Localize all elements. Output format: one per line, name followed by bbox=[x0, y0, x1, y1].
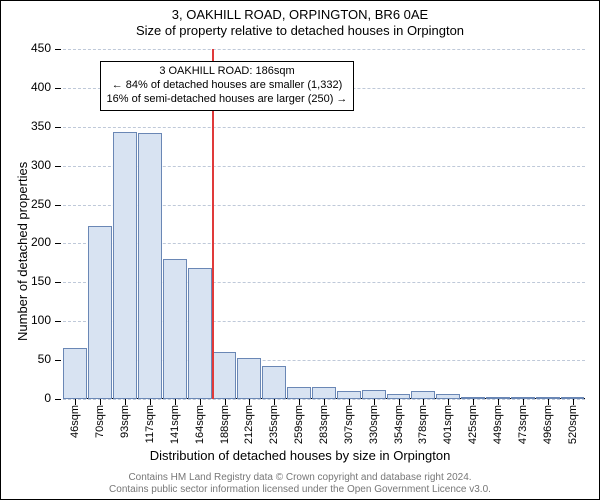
x-tick-label: 259sqm bbox=[293, 405, 305, 453]
x-tick-label: 378sqm bbox=[417, 405, 429, 453]
annotation-line: 3 OAKHILL ROAD: 186sqm bbox=[107, 65, 348, 79]
gridline bbox=[63, 49, 585, 50]
histogram-bar bbox=[262, 366, 286, 399]
x-tick-label: 70sqm bbox=[94, 405, 106, 453]
x-tick-label: 496sqm bbox=[542, 405, 554, 453]
annotation-line: ← 84% of detached houses are smaller (1,… bbox=[107, 79, 348, 93]
y-tick bbox=[55, 399, 61, 400]
x-tick-label: 141sqm bbox=[169, 405, 181, 453]
footer-copyright-2: Contains public sector information licen… bbox=[1, 484, 599, 495]
x-tick-label: 425sqm bbox=[467, 405, 479, 453]
y-tick-label: 350 bbox=[1, 119, 51, 133]
histogram-bar bbox=[337, 391, 361, 399]
histogram-bar bbox=[188, 268, 212, 399]
y-tick bbox=[55, 205, 61, 206]
y-tick bbox=[55, 243, 61, 244]
x-tick-label: 449sqm bbox=[492, 405, 504, 453]
y-tick-label: 0 bbox=[1, 391, 51, 405]
histogram-bar bbox=[237, 358, 261, 399]
x-tick-label: 473sqm bbox=[517, 405, 529, 453]
annotation-box: 3 OAKHILL ROAD: 186sqm← 84% of detached … bbox=[100, 61, 355, 110]
x-axis-label: Distribution of detached houses by size … bbox=[1, 448, 599, 463]
y-tick bbox=[55, 360, 61, 361]
x-tick-label: 354sqm bbox=[393, 405, 405, 453]
x-tick-label: 235sqm bbox=[268, 405, 280, 453]
histogram-bar bbox=[312, 387, 336, 399]
y-tick-label: 250 bbox=[1, 197, 51, 211]
gridline bbox=[63, 127, 585, 128]
histogram-bar bbox=[411, 391, 435, 399]
histogram-bar bbox=[213, 352, 237, 399]
histogram-plot: 46sqm70sqm93sqm117sqm141sqm164sqm188sqm2… bbox=[63, 49, 585, 399]
x-tick-label: 307sqm bbox=[343, 405, 355, 453]
x-tick-label: 520sqm bbox=[567, 405, 579, 453]
histogram-bar bbox=[362, 390, 386, 399]
x-tick-label: 188sqm bbox=[219, 405, 231, 453]
y-tick-label: 50 bbox=[1, 352, 51, 366]
y-tick-label: 200 bbox=[1, 235, 51, 249]
histogram-bar bbox=[287, 387, 311, 399]
x-tick-label: 93sqm bbox=[119, 405, 131, 453]
y-tick-label: 100 bbox=[1, 313, 51, 327]
y-tick-label: 400 bbox=[1, 80, 51, 94]
y-tick bbox=[55, 88, 61, 89]
x-tick-label: 283sqm bbox=[318, 405, 330, 453]
page-subtitle: Size of property relative to detached ho… bbox=[1, 23, 599, 38]
x-tick-label: 164sqm bbox=[194, 405, 206, 453]
x-tick-label: 212sqm bbox=[243, 405, 255, 453]
footer-copyright-1: Contains HM Land Registry data © Crown c… bbox=[1, 472, 599, 483]
x-tick-label: 330sqm bbox=[368, 405, 380, 453]
y-tick bbox=[55, 127, 61, 128]
histogram-bar bbox=[138, 133, 162, 399]
histogram-bar bbox=[88, 226, 112, 399]
histogram-bar bbox=[163, 259, 187, 399]
chart-page: 3, OAKHILL ROAD, ORPINGTON, BR6 0AE Size… bbox=[0, 0, 600, 500]
y-tick-label: 300 bbox=[1, 158, 51, 172]
x-tick-label: 46sqm bbox=[69, 405, 81, 453]
y-tick-label: 450 bbox=[1, 41, 51, 55]
x-tick-label: 117sqm bbox=[144, 405, 156, 453]
y-tick bbox=[55, 166, 61, 167]
y-tick bbox=[55, 49, 61, 50]
histogram-bar bbox=[113, 132, 137, 399]
page-title-address: 3, OAKHILL ROAD, ORPINGTON, BR6 0AE bbox=[1, 7, 599, 22]
annotation-line: 16% of semi-detached houses are larger (… bbox=[107, 93, 348, 107]
histogram-bar bbox=[63, 348, 87, 399]
y-tick-label: 150 bbox=[1, 274, 51, 288]
y-tick bbox=[55, 321, 61, 322]
y-tick bbox=[55, 282, 61, 283]
x-tick-label: 401sqm bbox=[442, 405, 454, 453]
